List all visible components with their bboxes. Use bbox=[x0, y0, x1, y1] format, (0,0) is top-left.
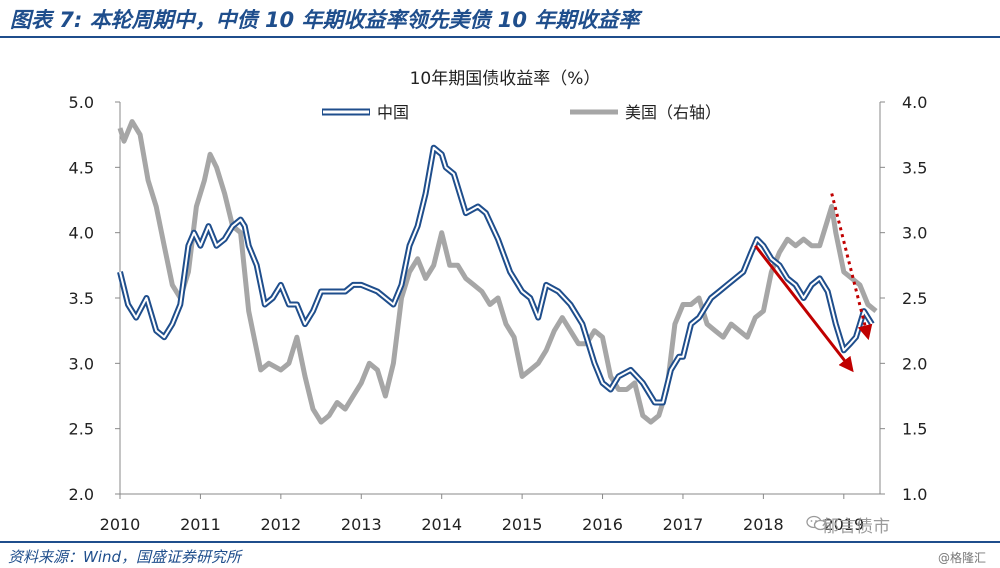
chart-title: 10年期国债收益率（%） bbox=[410, 69, 601, 89]
x-tick-label: 2019 bbox=[823, 515, 864, 534]
y-left-tick-label: 4.5 bbox=[69, 158, 94, 177]
y-left-tick-label: 2.5 bbox=[69, 420, 94, 439]
x-tick-label: 2012 bbox=[260, 515, 301, 534]
source-note: 资料来源：Wind，国盛证券研究所 bbox=[8, 548, 242, 566]
series-line-china-inner bbox=[119, 146, 873, 404]
watermark-text: 郁言债市 bbox=[822, 517, 890, 537]
yield-chart: 10年期国债收益率（%） 2.0 2.5 3.0 3.5 4.0 4.5 5.0 1.0 1.5… bbox=[69, 69, 928, 534]
y-left-tick-label: 4.0 bbox=[69, 224, 94, 243]
y-right-tick-label: 1.5 bbox=[902, 420, 927, 439]
y-right-tick-label: 1.0 bbox=[902, 485, 927, 504]
wechat-icon bbox=[806, 515, 828, 531]
x-tick-label: 2018 bbox=[743, 515, 784, 534]
y-left-tick-label: 3.0 bbox=[69, 354, 94, 373]
y-left-tick-label: 3.5 bbox=[69, 289, 94, 308]
x-tick-label: 2014 bbox=[421, 515, 462, 534]
chart-legend: 中国 美国（右轴） bbox=[322, 103, 721, 122]
y-left-tick-label: 5.0 bbox=[69, 93, 94, 112]
watermark-handle: @格隆汇 bbox=[938, 551, 987, 565]
y-right-tick-label: 2.5 bbox=[902, 289, 927, 308]
figure-header: 图表 7: 本轮周期中，中债 10 年期收益率领先美债 10 年期收益率 bbox=[0, 0, 1000, 38]
series-layer bbox=[117, 119, 878, 425]
figure-title: 图表 7: 本轮周期中，中债 10 年期收益率领先美债 10 年期收益率 bbox=[10, 8, 640, 32]
figure-footer: 资料来源：Wind，国盛证券研究所 bbox=[0, 541, 1000, 568]
y-right-tick-label: 3.0 bbox=[902, 224, 927, 243]
y-right-tick-label: 2.0 bbox=[902, 354, 927, 373]
x-tick-label: 2010 bbox=[100, 515, 141, 534]
x-tick-label: 2017 bbox=[663, 515, 704, 534]
x-tick-label: 2011 bbox=[180, 515, 221, 534]
y-left-tick-label: 2.0 bbox=[69, 485, 94, 504]
series-line-us bbox=[117, 119, 878, 425]
axes-layer: 2.0 2.5 3.0 3.5 4.0 4.5 5.0 1.0 1.5 2.0 2.5 3.0 3.5 4… bbox=[69, 93, 928, 534]
legend-label-china: 中国 bbox=[377, 103, 409, 122]
y-right-tick-label: 4.0 bbox=[902, 93, 927, 112]
x-tick-label: 2016 bbox=[582, 515, 623, 534]
x-tick-label: 2015 bbox=[502, 515, 543, 534]
trend-arrow-china bbox=[754, 244, 854, 373]
y-right-tick-label: 3.5 bbox=[902, 158, 927, 177]
x-tick-label: 2013 bbox=[341, 515, 382, 534]
annotation-layer bbox=[754, 193, 873, 373]
series-line-china bbox=[117, 144, 875, 406]
legend-label-us: 美国（右轴） bbox=[625, 103, 721, 122]
